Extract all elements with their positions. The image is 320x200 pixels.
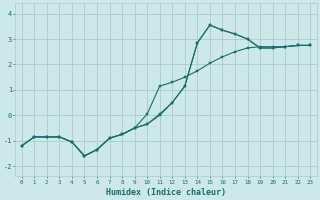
X-axis label: Humidex (Indice chaleur): Humidex (Indice chaleur) bbox=[106, 188, 226, 197]
